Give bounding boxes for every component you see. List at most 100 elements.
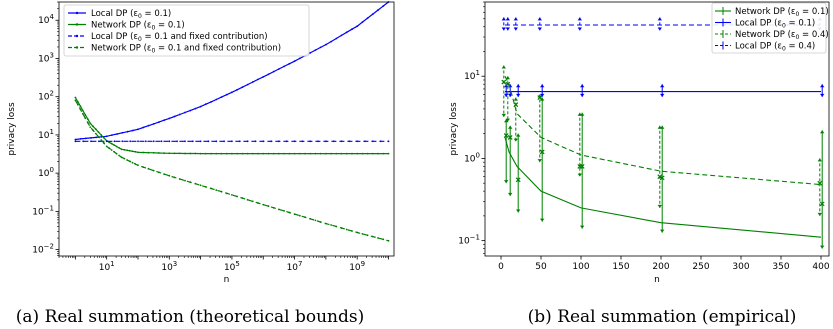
data-point	[377, 237, 379, 239]
data-point	[262, 140, 265, 143]
data-point	[184, 140, 186, 143]
series-line	[504, 137, 822, 238]
data-point	[142, 166, 145, 169]
data-point	[168, 152, 171, 155]
data-point	[173, 152, 176, 155]
data-point	[293, 140, 296, 143]
series-line	[504, 75, 822, 186]
error-cap-top	[577, 17, 582, 21]
legend-label: Network DP (ε0 = 0.1)	[91, 21, 185, 32]
data-point	[92, 129, 94, 132]
data-point	[74, 140, 77, 143]
data-point	[288, 152, 291, 155]
error-cap-bottom	[540, 93, 545, 97]
data-point	[330, 152, 332, 155]
data-point	[128, 149, 131, 152]
y-axis-label: privacy loss	[7, 102, 17, 156]
error-cap-top	[516, 133, 521, 137]
data-point	[199, 152, 202, 155]
data-point	[283, 152, 285, 155]
data-point	[251, 81, 254, 83]
data-point	[168, 140, 171, 143]
data-point	[97, 131, 100, 134]
data-point	[361, 152, 364, 155]
data-point	[223, 140, 226, 143]
data-point	[293, 152, 296, 155]
data-point	[257, 152, 259, 155]
data-point	[199, 105, 202, 108]
data-point	[314, 49, 317, 51]
x-tick-label: 103	[161, 260, 177, 273]
data-point	[293, 60, 296, 63]
data-point	[377, 9, 379, 12]
data-point	[366, 17, 369, 19]
data-point	[152, 169, 155, 172]
error-cap-bottom	[508, 192, 513, 196]
data-point	[356, 25, 359, 28]
data-point	[225, 152, 228, 155]
data-point	[371, 13, 374, 16]
data-point	[173, 115, 176, 118]
data-point	[278, 152, 280, 155]
error-center-mark	[513, 102, 519, 108]
data-point	[241, 86, 244, 89]
data-point	[113, 140, 116, 143]
error-cap-bottom	[505, 27, 510, 31]
data-point	[325, 222, 327, 225]
error-cap-bottom	[820, 245, 825, 249]
data-point	[82, 140, 85, 143]
data-point	[319, 46, 322, 49]
data-point	[246, 83, 249, 86]
data-point	[278, 208, 280, 211]
data-point	[89, 122, 92, 125]
error-cap-top	[817, 158, 822, 162]
data-point	[319, 221, 322, 223]
data-point	[215, 140, 218, 143]
data-point	[158, 171, 160, 174]
error-cap-bottom	[504, 93, 509, 97]
data-point	[262, 203, 265, 206]
data-point	[77, 101, 79, 103]
series-2	[501, 65, 823, 216]
legend-label: Local DP (ε0 = 0.1)	[91, 9, 171, 20]
data-point	[103, 137, 105, 139]
legend: Network DP (ε0 = 0.1)Local DP (ε0 = 0.1)…	[711, 2, 829, 54]
error-center-mark	[501, 79, 507, 85]
error-cap-bottom	[501, 113, 506, 117]
data-point	[319, 152, 322, 155]
data-point	[131, 150, 134, 153]
data-point	[152, 123, 155, 125]
legend-marker	[75, 11, 79, 15]
data-point	[225, 192, 228, 195]
x-tick-label: 0	[498, 262, 504, 272]
data-point	[123, 148, 126, 151]
data-point	[86, 121, 89, 124]
data-point	[330, 224, 332, 226]
x-tick-label: 300	[732, 262, 749, 272]
plot-frame	[58, 1, 395, 257]
error-center-mark	[537, 95, 543, 100]
data-point	[110, 142, 113, 145]
data-point	[267, 73, 270, 76]
data-point	[231, 140, 233, 143]
x-tick-label: 100	[572, 262, 589, 272]
data-point	[215, 189, 218, 192]
data-point	[272, 70, 275, 73]
data-point	[251, 152, 254, 155]
legend-label: Local DP (ε0 = 0.4)	[735, 42, 815, 53]
y-tick-label: 10−2	[32, 243, 54, 256]
data-point	[298, 57, 301, 60]
x-tick-label: 109	[349, 260, 365, 273]
data-point	[84, 113, 87, 116]
data-point	[90, 140, 92, 143]
data-point	[257, 78, 259, 81]
y-tick-label: 101	[38, 128, 54, 141]
x-tick-label: 107	[287, 260, 303, 273]
y-tick-label: 100	[38, 166, 54, 179]
data-point	[379, 140, 382, 143]
y-tick-label: 102	[38, 90, 54, 103]
data-point	[108, 147, 111, 150]
x-tick-label: 50	[535, 262, 547, 272]
data-point	[267, 152, 270, 155]
error-cap-bottom	[660, 229, 665, 233]
